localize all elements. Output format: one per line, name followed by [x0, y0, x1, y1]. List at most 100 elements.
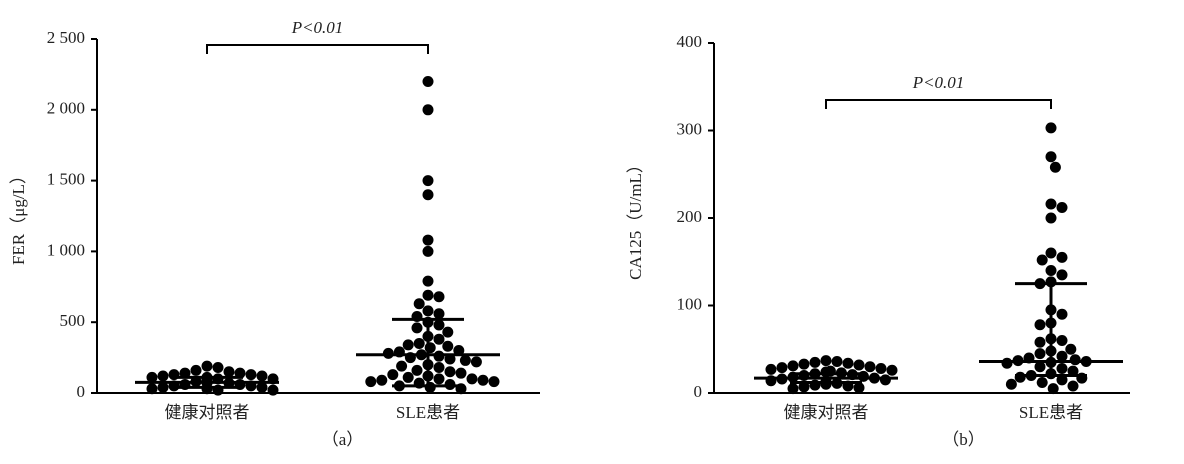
- data-point: [765, 363, 777, 375]
- data-point: [886, 364, 898, 376]
- y-tick-label: 300: [677, 119, 703, 138]
- data-point: [809, 356, 821, 368]
- data-point: [1056, 251, 1068, 263]
- y-tick-label: 1 000: [47, 240, 85, 259]
- significance-label: P<0.01: [912, 73, 965, 92]
- data-point: [1034, 361, 1046, 373]
- data-point: [798, 358, 810, 370]
- data-point: [1056, 350, 1068, 362]
- y-tick-label: 2 000: [47, 99, 85, 118]
- significance-bracket: [825, 99, 1052, 109]
- data-point: [1036, 377, 1048, 388]
- data-point: [1056, 363, 1068, 374]
- data-point: [146, 383, 158, 395]
- panel-label: （a）: [322, 430, 364, 449]
- data-point: [396, 360, 408, 372]
- data-point: [787, 383, 799, 395]
- data-point: [201, 360, 213, 372]
- data-point: [875, 363, 887, 374]
- data-point: [1067, 380, 1079, 392]
- data-point: [422, 305, 434, 317]
- data-point: [798, 381, 810, 393]
- data-point: [433, 362, 445, 374]
- data-point: [157, 381, 169, 393]
- x-tick-label: 健康对照者: [784, 403, 869, 422]
- significance-label: P<0.01: [291, 18, 344, 37]
- data-point: [424, 342, 436, 354]
- data-point: [387, 369, 399, 381]
- data-point: [470, 356, 482, 368]
- data-point: [422, 289, 434, 301]
- data-point: [1067, 365, 1079, 377]
- data-point: [853, 359, 865, 371]
- data-point: [146, 371, 158, 383]
- data-point: [256, 381, 268, 393]
- data-point: [477, 374, 489, 386]
- data-point: [1056, 374, 1068, 386]
- panel-label: （b）: [942, 430, 985, 449]
- data-point: [422, 189, 434, 201]
- y-axis-label: CA125（U/mL）: [626, 156, 645, 280]
- data-point: [223, 366, 235, 378]
- x-tick-label: SLE患者: [1019, 403, 1083, 422]
- data-point: [411, 364, 423, 376]
- data-point: [787, 360, 799, 372]
- data-point: [879, 374, 891, 386]
- data-point: [402, 371, 414, 383]
- data-point: [190, 364, 202, 376]
- y-tick-label: 200: [677, 207, 703, 226]
- data-point: [422, 275, 434, 287]
- data-point: [433, 373, 445, 385]
- data-point: [157, 370, 169, 382]
- data-point: [442, 326, 454, 338]
- data-point: [422, 75, 434, 87]
- data-point: [1049, 161, 1061, 173]
- data-point: [1036, 254, 1048, 266]
- y-tick-label: 500: [60, 311, 86, 330]
- data-point: [256, 370, 268, 382]
- data-point: [853, 382, 865, 394]
- y-tick-label: 0: [77, 382, 86, 401]
- data-point: [411, 322, 423, 334]
- data-point: [402, 339, 414, 351]
- data-point: [442, 340, 454, 352]
- data-point: [245, 369, 257, 381]
- data-point: [842, 357, 854, 369]
- data-point: [455, 367, 467, 379]
- data-point: [1056, 335, 1068, 346]
- data-point: [1045, 212, 1057, 224]
- data-point: [1045, 198, 1057, 210]
- data-point: [433, 319, 445, 331]
- data-point: [1005, 378, 1017, 390]
- y-axis-label: FER（μg/L）: [9, 167, 28, 265]
- data-point: [212, 362, 224, 374]
- y-tick-label: 400: [677, 32, 703, 51]
- data-point: [1056, 308, 1068, 320]
- data-point: [820, 355, 832, 367]
- y-tick-label: 0: [694, 382, 703, 401]
- data-point: [1056, 269, 1068, 281]
- data-point: [433, 333, 445, 345]
- data-point: [267, 384, 279, 396]
- data-point: [1045, 265, 1057, 276]
- data-point: [459, 354, 471, 366]
- data-point: [422, 104, 434, 116]
- data-point: [444, 366, 456, 378]
- data-point: [864, 361, 876, 373]
- significance-bracket: [206, 44, 429, 54]
- data-point: [488, 376, 500, 388]
- data-point: [413, 337, 425, 349]
- data-point: [776, 362, 788, 374]
- data-point: [376, 374, 388, 386]
- data-point: [1065, 343, 1077, 355]
- data-point: [1045, 122, 1057, 134]
- data-point: [1034, 319, 1046, 331]
- data-point: [466, 373, 478, 385]
- x-tick-label: SLE患者: [396, 403, 460, 422]
- data-point: [1045, 247, 1057, 259]
- data-point: [413, 298, 425, 310]
- data-point: [1014, 371, 1026, 383]
- data-point: [1001, 357, 1013, 369]
